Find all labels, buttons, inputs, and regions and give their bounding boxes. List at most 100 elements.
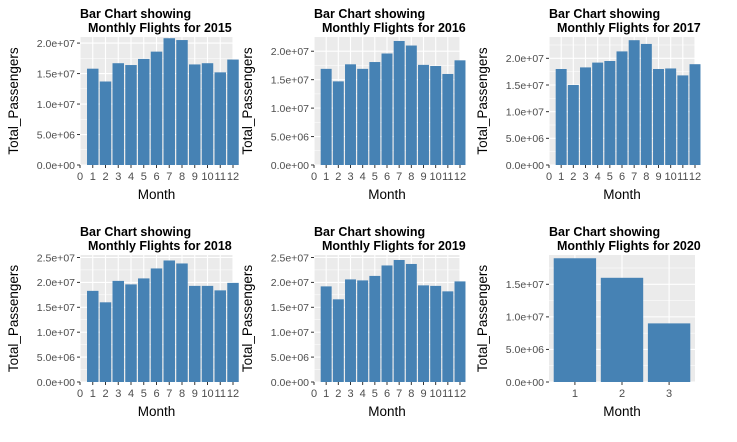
x-tick-label: 8 [179, 388, 185, 400]
x-tick-label: 12 [689, 171, 701, 183]
bar-month-10 [201, 63, 214, 166]
y-tick-label: 1.5e+07 [271, 74, 309, 86]
y-tick-label: 1.5e+07 [506, 279, 544, 291]
x-tick-label: 7 [396, 171, 402, 183]
x-tick-label: 11 [442, 388, 453, 400]
x-tick-label: 4 [595, 171, 601, 183]
bar-month-2 [332, 299, 344, 382]
bar-month-1 [553, 258, 597, 382]
bar-month-3 [345, 64, 356, 165]
bar-month-2 [332, 81, 344, 165]
y-tick-label: 5.0e+06 [271, 131, 309, 143]
bar-month-5 [369, 275, 381, 382]
y-axis-title: Total_Passengers [6, 265, 21, 373]
y-axis-title: Total_Passengers [240, 47, 255, 155]
y-axis-title: Total_Passengers [240, 265, 255, 373]
x-tick-label: 7 [631, 171, 637, 183]
x-tick-label: 2 [102, 171, 108, 183]
bar-month-3 [345, 279, 356, 382]
x-tick-label: 0 [546, 171, 552, 183]
bar-month-7 [628, 40, 640, 166]
x-tick-label: 5 [607, 171, 613, 183]
x-tick-label: 1 [558, 171, 564, 183]
y-tick-label: 1.0e+07 [506, 106, 544, 118]
x-tick-label: 5 [372, 171, 378, 183]
bar-month-2 [99, 81, 112, 165]
bar-month-8 [640, 43, 652, 165]
x-tick-label: 8 [179, 171, 185, 183]
chart-panel-2: 0.0e+005.0e+061.0e+071.5e+072.0e+070 1 2 3 4… [240, 7, 466, 202]
chart-title-line1: Bar Chart showing [314, 225, 425, 239]
x-tick-label: 11 [215, 171, 226, 183]
y-tick-label: 0.0e+00 [271, 160, 309, 172]
x-tick-label: 2 [619, 388, 625, 400]
x-tick-label: 10 [665, 171, 677, 183]
x-tick-label: 1 [90, 171, 96, 183]
bar-month-5 [138, 278, 150, 382]
chart-title-line1: Bar Chart showing [80, 225, 191, 239]
bar-month-8 [405, 263, 417, 382]
bar-month-12 [227, 59, 239, 165]
y-tick-label: 1.0e+07 [37, 327, 75, 339]
y-tick-label: 2.0e+07 [37, 38, 75, 50]
bar-month-10 [430, 285, 442, 382]
chart-panel-6: 0.0e+00 5.0e+06 1.0e+07 1.5e+07 1 2 3 Month Tota… [475, 225, 701, 419]
y-tick-label: 5.0e+06 [37, 129, 75, 141]
x-tick-label: 3 [115, 171, 121, 183]
bar-month-11 [442, 291, 454, 382]
bar-month-8 [176, 40, 188, 165]
x-tick-label: 10 [430, 388, 442, 400]
y-tick-label: 2.0e+07 [271, 46, 309, 58]
bar-month-4 [592, 62, 604, 165]
x-tick-label: 11 [677, 171, 688, 183]
x-tick-label: 0 [311, 171, 317, 183]
y-tick-label: 0.0e+00 [37, 160, 75, 172]
bar-month-2 [567, 85, 579, 165]
bar-month-10 [201, 285, 214, 382]
bar-month-3 [580, 67, 591, 165]
bar-month-1 [87, 290, 99, 382]
chart-title-line1: Bar Chart showing [549, 7, 660, 21]
x-tick-label: 5 [141, 388, 147, 400]
x-axis-title: Month [138, 187, 176, 202]
y-tick-label: 1.5e+07 [37, 68, 75, 80]
bar-month-4 [125, 284, 137, 382]
x-tick-label: 0 [77, 171, 83, 183]
bar-month-9 [418, 64, 429, 165]
chart-panel-1: 0.0e+005.0e+061.0e+071.5e+072.0e+070 1 2 3 4… [6, 7, 239, 202]
y-tick-label: 5.0e+06 [506, 344, 544, 356]
bar-month-9 [653, 69, 664, 165]
bar-month-5 [138, 58, 150, 165]
bar-month-6 [150, 268, 163, 382]
bar-month-3 [112, 280, 124, 382]
x-tick-label: 1 [323, 171, 329, 183]
x-tick-label: 2 [335, 388, 341, 400]
bar-month-7 [163, 260, 175, 382]
x-tick-label: 1 [323, 388, 329, 400]
chart-title-line2: Monthly Flights for 2019 [322, 239, 466, 253]
y-axis-title: Total_Passengers [475, 47, 490, 155]
x-tick-label: 0 [77, 388, 83, 400]
bar-month-9 [189, 285, 201, 382]
x-tick-label: 2 [335, 171, 341, 183]
bar-month-4 [357, 68, 369, 165]
bar-month-6 [381, 53, 393, 166]
x-tick-label: 7 [166, 171, 172, 183]
x-axis-title: Month [603, 187, 641, 202]
x-tick-label: 9 [420, 388, 426, 400]
chart-title-line2: Monthly Flights for 2020 [557, 239, 701, 253]
bar-month-5 [369, 62, 381, 165]
x-tick-label: 1 [90, 388, 96, 400]
chart-title-line2: Monthly Flights for 2016 [322, 21, 466, 35]
x-tick-label: 3 [347, 388, 353, 400]
x-tick-label: 11 [442, 171, 453, 183]
x-tick-label: 6 [384, 171, 390, 183]
x-tick-label: 10 [201, 171, 213, 183]
bar-month-8 [405, 45, 417, 165]
bar-month-6 [381, 265, 393, 382]
y-tick-label: 1.5e+07 [506, 80, 544, 92]
x-tick-label: 4 [128, 171, 134, 183]
x-tick-label: 9 [192, 388, 198, 400]
bar-month-7 [393, 259, 405, 382]
